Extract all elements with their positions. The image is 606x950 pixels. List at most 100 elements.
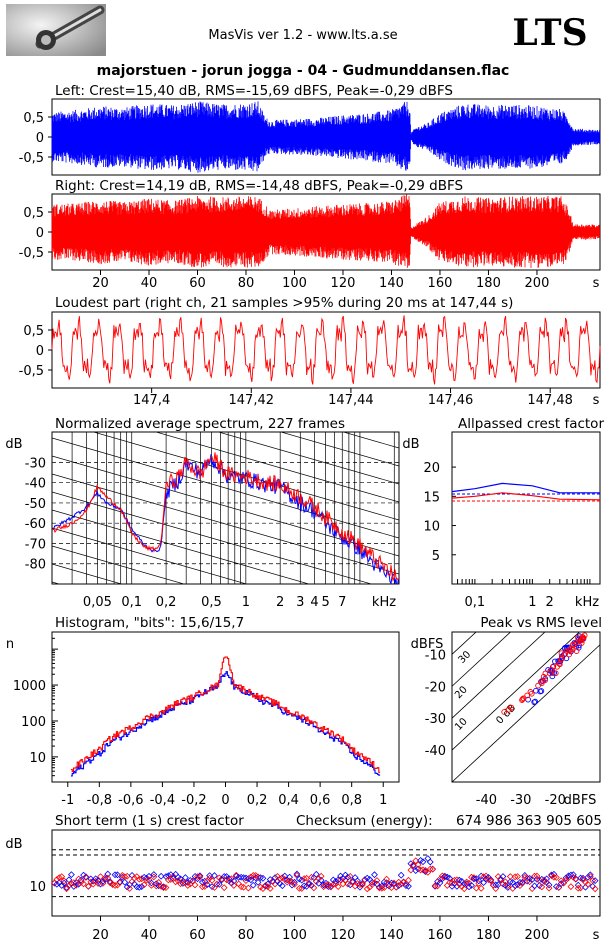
short-term-crest-right-point <box>116 879 124 887</box>
short-term-crest-right-point <box>68 880 75 888</box>
right-waveform-ytick-label: 0,5 <box>23 206 44 221</box>
checksum-label: Checksum (energy): <box>296 813 433 829</box>
short-term-crest-right-point <box>99 879 107 887</box>
waveform-xtick-label: 60 <box>189 276 206 291</box>
peak-rms-right-point <box>558 650 565 657</box>
short-term-crest-right-point <box>380 884 388 892</box>
left-waveform-ytick-label: 0,5 <box>23 111 44 126</box>
short-term-crest-title: Short term (1 s) crest factor <box>55 813 244 829</box>
short-term-crest-right-point <box>366 883 374 891</box>
peak-rms-ytick-label: -10 <box>425 648 446 663</box>
allpass-ytick-label: 20 <box>423 461 440 476</box>
short-term-crest-right-point <box>327 883 335 891</box>
short-term-crest-left-point <box>245 875 252 883</box>
short-term-crest-right-point <box>242 877 250 884</box>
short-term-crest-left-point <box>211 872 218 879</box>
short-term-crest-right-point <box>191 881 199 889</box>
short-term-crest-left-point <box>114 871 121 879</box>
waveform-xtick-label: 160 <box>428 276 453 291</box>
short-term-crest-right-point <box>579 876 587 884</box>
spectrum-ytick-label: -70 <box>25 537 46 552</box>
short-term-crest-left-point <box>465 883 473 891</box>
peak-rms-right-point <box>550 663 557 670</box>
short-term-crest-right-point <box>240 883 247 891</box>
short-term-crest-right-point <box>405 876 412 884</box>
peak-rms-right-point <box>573 648 580 654</box>
short-term-crest-right-point <box>543 879 551 886</box>
short-term-crest-right-point <box>429 865 437 873</box>
short-term-crest-left-point <box>514 881 521 888</box>
short-term-crest-right-point <box>392 883 400 891</box>
peak-rms-right-point <box>542 677 548 684</box>
short-term-crest-left-point <box>519 878 526 886</box>
spectrum-slope-line <box>52 473 399 575</box>
short-term-crest-right-point <box>230 882 238 889</box>
loudest-xunit: s <box>593 393 600 408</box>
short-term-crest-right-point <box>215 874 223 882</box>
short-term-crest-right-point <box>72 881 80 889</box>
histogram-xtick-label: 0,6 <box>310 793 331 808</box>
histogram-ytick-label: 100 <box>21 715 46 730</box>
peak-rms-right-point <box>571 641 578 648</box>
spectrum-right-series <box>52 452 399 582</box>
short-term-crest-left-point <box>58 882 66 889</box>
short-term-crest-right-point <box>497 875 504 883</box>
short-term-crest-right-point <box>395 878 403 886</box>
short-term-crest-xtick-label: 20 <box>92 928 109 943</box>
short-term-crest-right-point <box>220 884 228 892</box>
short-term-crest-left-point <box>138 883 146 890</box>
short-term-crest-right-point <box>443 882 451 889</box>
short-term-crest-right-point <box>208 877 216 884</box>
spectrum-slope-line <box>52 545 186 584</box>
short-term-crest-right-point <box>346 873 354 880</box>
short-term-crest-right-point <box>363 885 371 893</box>
short-term-crest-right-point <box>196 873 204 881</box>
short-term-crest-left-point <box>579 874 587 882</box>
loudest-ytick-label: -0,5 <box>19 364 44 379</box>
short-term-crest-right-point <box>361 876 369 884</box>
short-term-crest-right-point <box>463 878 471 886</box>
short-term-crest-right-point <box>586 873 594 880</box>
short-term-crest-left-point <box>293 870 301 878</box>
short-term-crest-left-point <box>60 879 68 887</box>
peak-rms-xtick-label: -40 <box>476 793 497 808</box>
lts-logo-text: LTS <box>512 12 587 54</box>
short-term-crest-right-point <box>162 884 170 891</box>
short-term-crest-right-point <box>591 885 599 893</box>
loudest-xtick-label: 147,44 <box>328 393 374 408</box>
short-term-crest-xtick-label: 40 <box>141 928 158 943</box>
histogram-xtick-label: 0,2 <box>247 793 268 808</box>
short-term-crest-right-point <box>126 885 133 892</box>
short-term-crest-left-point <box>329 876 337 884</box>
short-term-crest-left-point <box>414 865 422 873</box>
short-term-crest-right-point <box>106 879 114 887</box>
short-term-crest-right-point <box>407 866 415 874</box>
short-term-crest-left-point <box>295 875 303 883</box>
short-term-crest-xunit: s <box>593 928 600 943</box>
short-term-crest-left-point <box>278 882 286 890</box>
spectrum-xtick-label: 2 <box>276 595 284 610</box>
short-term-crest-right-point <box>414 861 422 869</box>
short-term-crest-left-point <box>254 878 262 886</box>
loudest-part-signal <box>51 315 601 385</box>
short-term-crest-right-point <box>286 877 294 885</box>
short-term-crest-ytick-label: 10 <box>29 880 46 895</box>
short-term-crest-left-point <box>436 879 444 887</box>
short-term-crest-right-point <box>77 878 85 886</box>
peak-rms-right-point <box>579 635 586 642</box>
short-term-crest-right-point <box>368 881 376 888</box>
peak-rms-crest-label: 30 <box>457 649 474 666</box>
short-term-crest-right-point <box>123 872 131 880</box>
short-term-crest-right-point <box>138 875 146 883</box>
allpass-ylabel: dB <box>402 437 419 452</box>
short-term-crest-right-point <box>184 882 192 889</box>
short-term-crest-left-point <box>228 879 235 887</box>
short-term-crest-left-point <box>417 856 424 864</box>
short-term-crest-left-point <box>499 873 507 880</box>
short-term-crest-right-point <box>55 874 63 882</box>
spectrum-xtick-label: 0,05 <box>83 595 112 610</box>
short-term-crest-left-point <box>196 872 204 880</box>
right-waveform-signal <box>51 194 600 268</box>
peak-rms-right-point <box>501 709 508 715</box>
